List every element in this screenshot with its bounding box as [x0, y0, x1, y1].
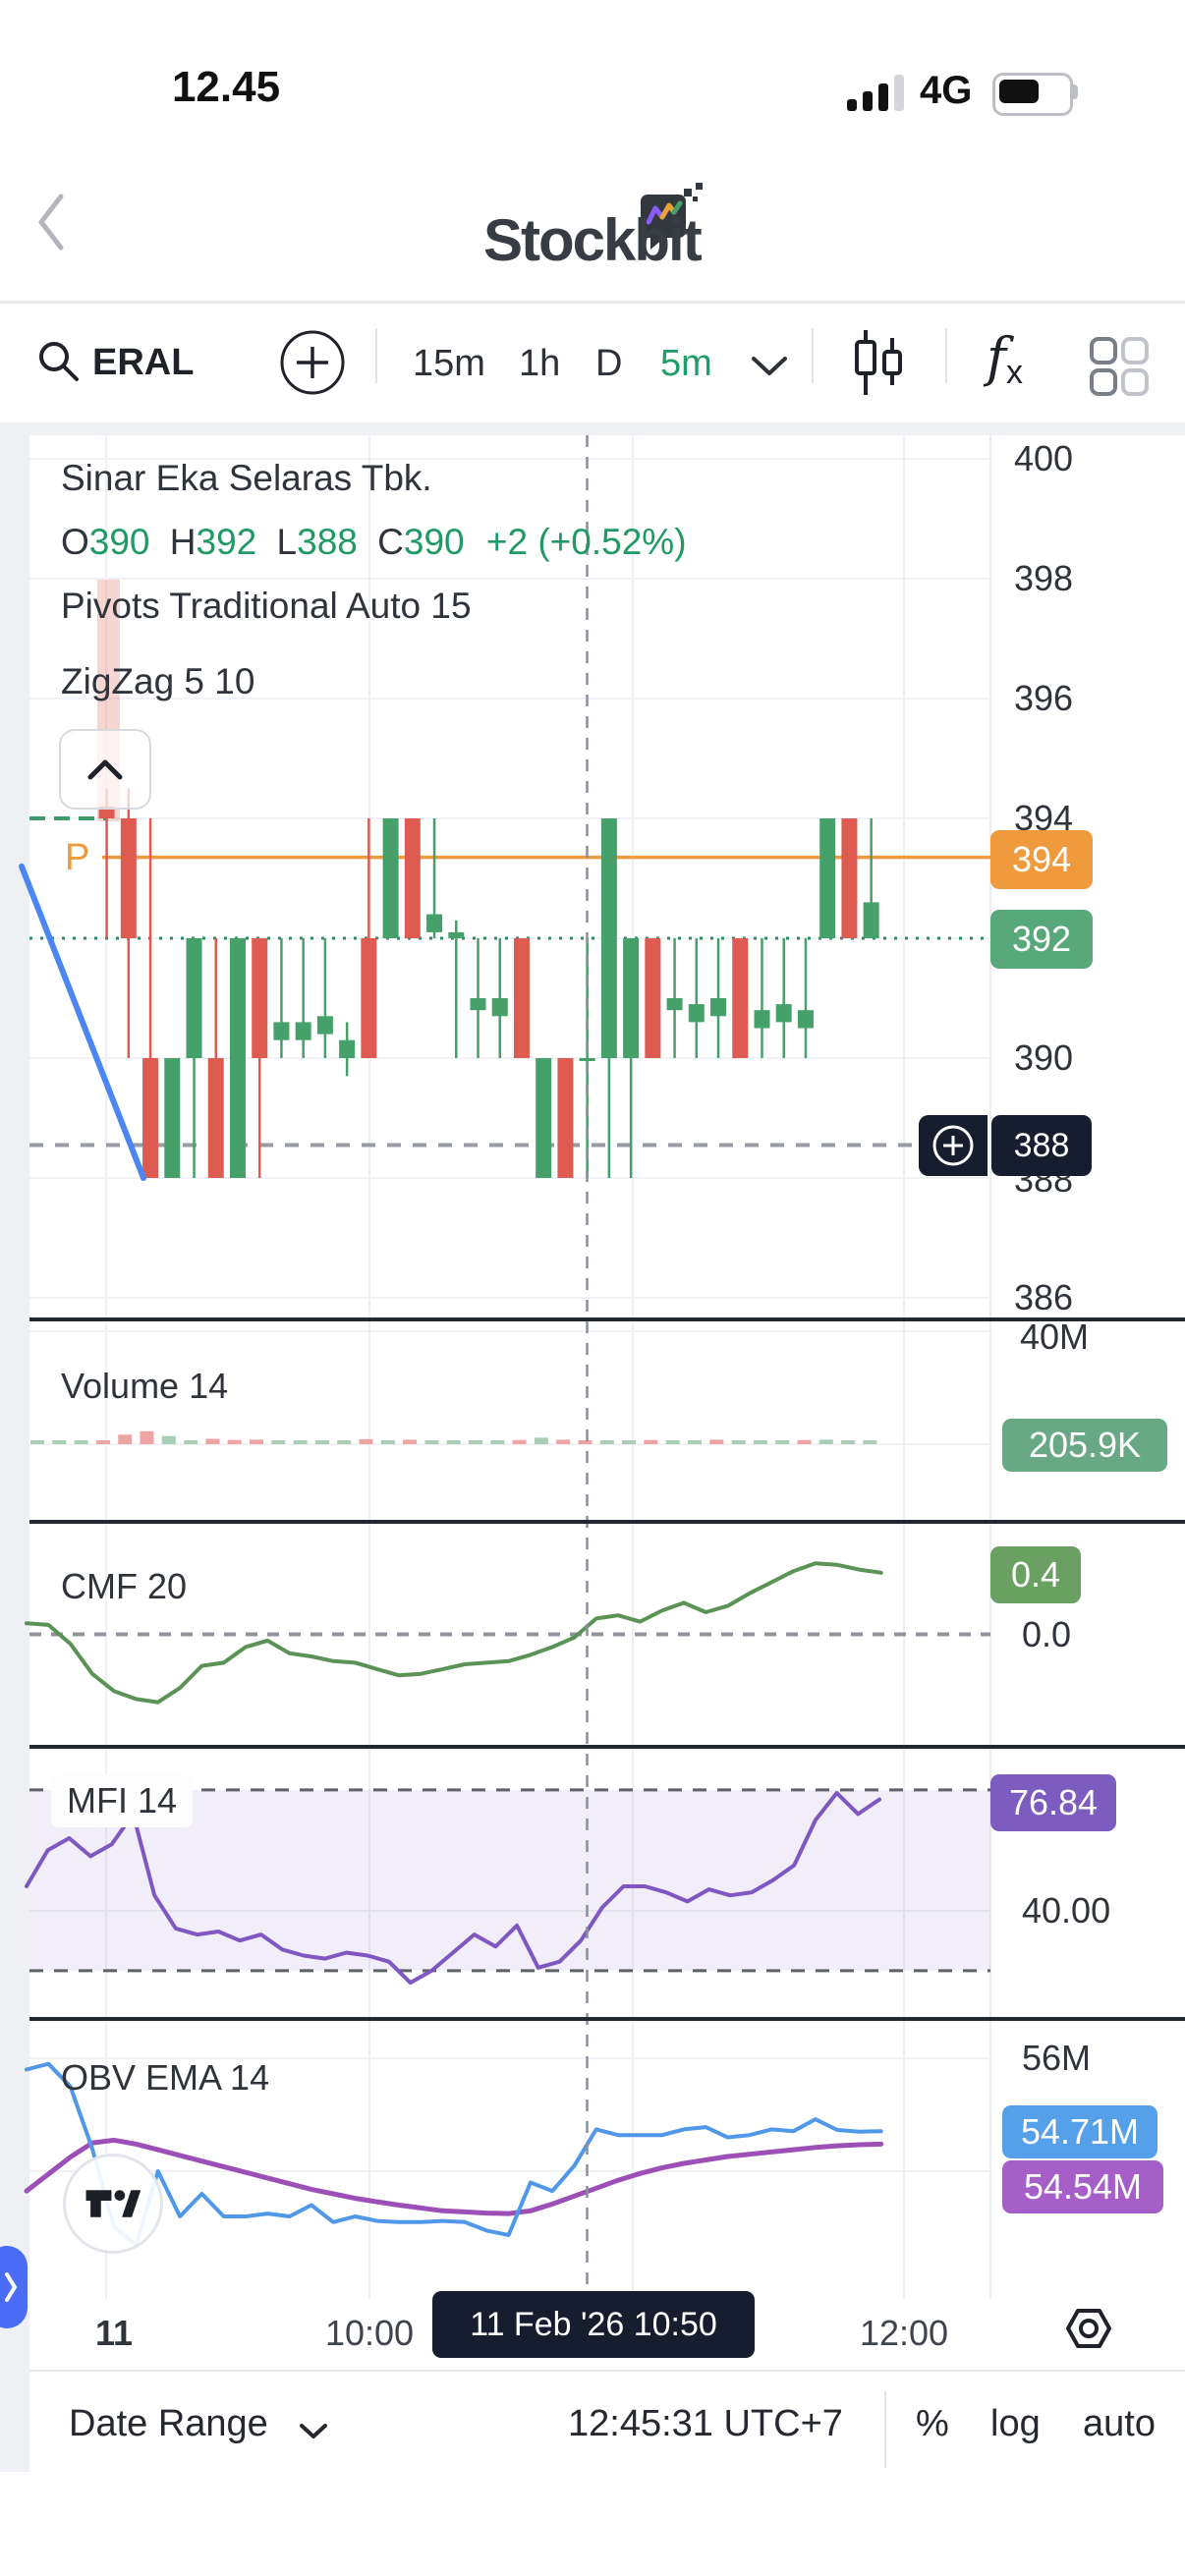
tradingview-logo[interactable]	[63, 2154, 163, 2254]
crosshair-time-badge: 11 Feb '26 10:50	[432, 2291, 755, 2358]
ohlc-o-label: O	[61, 522, 89, 562]
percent-scale-button[interactable]: %	[916, 2403, 949, 2444]
network-label: 4G	[920, 69, 973, 112]
stockbit-logo-icon	[641, 183, 703, 250]
price-tick-400: 400	[1014, 438, 1074, 478]
price-tick-390: 390	[1014, 1037, 1074, 1078]
chevron-right-icon	[5, 2272, 17, 2302]
company-name: Sinar Eka Selaras Tbk.	[61, 458, 432, 498]
legend-collapse-button[interactable]	[59, 729, 151, 810]
obv-panel-title[interactable]: OBV EMA 14	[61, 2057, 270, 2098]
level-price-badge: 392	[990, 910, 1093, 969]
time-tick-1200: 12:00	[859, 2313, 949, 2353]
toolbar-gap	[0, 422, 1185, 435]
indicator-legend-pivots[interactable]: Pivots Traditional Auto 15	[61, 586, 472, 626]
battery-nub	[1071, 84, 1078, 99]
battery-icon	[992, 73, 1073, 116]
back-button[interactable]	[35, 193, 67, 252]
panel-divider-mfi-obv[interactable]	[29, 2017, 1185, 2021]
crosshair-add-alert-button[interactable]	[919, 1115, 988, 1176]
bottom-bar-divider	[884, 2391, 886, 2468]
toolbar-divider-3	[945, 328, 947, 383]
indicators-fx-button[interactable]: fx	[987, 326, 1023, 391]
pivot-price-badge: 394	[990, 830, 1093, 889]
ohlc-h-label: H	[169, 522, 197, 562]
indicator-legend-zigzag[interactable]: ZigZag 5 10	[61, 661, 255, 701]
panel-divider-cmf-mfi[interactable]	[29, 1745, 1185, 1749]
toolbar-divider-1	[375, 328, 377, 383]
compare-add-button[interactable]	[279, 329, 346, 396]
ohlc-c-value: 390	[403, 522, 465, 562]
axis-settings-icon[interactable]	[1061, 2301, 1116, 2356]
chart-style-candles-button[interactable]	[851, 328, 906, 399]
pivot-p-label: P	[65, 837, 90, 878]
auto-scale-button[interactable]: auto	[1083, 2403, 1156, 2444]
app-title: Stockbit	[483, 207, 703, 273]
ohlc-c-label: C	[377, 522, 404, 562]
obv-value-badge: 54.71M	[1002, 2105, 1157, 2158]
ohlc-l-label: L	[276, 522, 298, 562]
panel-divider-price-volume[interactable]	[29, 1317, 1185, 1321]
status-time: 12.45	[171, 63, 281, 111]
date-range-chevron-icon[interactable]	[299, 2423, 328, 2440]
tab-timeframe-d[interactable]: D	[595, 343, 623, 384]
date-range-button[interactable]: Date Range	[69, 2403, 268, 2445]
mfi-40-tick: 40.00	[1022, 1890, 1111, 1931]
ohlc-readout: O390 H392 L388 C390 +2 (+0.52%)	[61, 522, 687, 563]
volume-panel-title[interactable]: Volume 14	[61, 1366, 229, 1406]
left-gutter	[0, 422, 29, 2472]
obv-56m-tick: 56M	[1022, 2038, 1092, 2078]
signal-icon	[847, 75, 904, 111]
cmf-badge: 0.4	[990, 1546, 1081, 1603]
ohlc-o-value: 390	[88, 522, 150, 562]
time-tick-1000: 10:00	[324, 2313, 415, 2353]
symbol-label[interactable]: ERAL	[92, 342, 195, 383]
chevron-up-icon	[87, 759, 123, 780]
ohlc-h-value: 392	[196, 522, 257, 562]
mfi-badge: 76.84	[990, 1774, 1116, 1831]
date-range-label: Date Range	[69, 2403, 268, 2444]
ohlc-l-value: 388	[297, 522, 358, 562]
search-icon[interactable]	[35, 338, 81, 383]
toolbar-divider-2	[812, 328, 814, 383]
obv-ema-value-badge: 54.54M	[1002, 2160, 1163, 2213]
mfi-panel-title[interactable]: MFI 14	[51, 1774, 194, 1827]
volume-tick-40m: 40M	[1020, 1316, 1090, 1357]
header-divider	[0, 301, 1185, 304]
volume-badge: 205.9K	[1002, 1419, 1167, 1472]
timeframe-chevron-down-icon[interactable]	[751, 356, 788, 377]
time-axis-divider	[29, 2370, 1185, 2372]
side-panel-tab[interactable]	[0, 2246, 28, 2328]
ohlc-change: +2 (+0.52%)	[485, 522, 687, 562]
crosshair-price-badge: 388	[991, 1115, 1092, 1176]
price-tick-396: 396	[1014, 678, 1074, 718]
log-scale-button[interactable]: log	[990, 2403, 1041, 2444]
tab-timeframe-5m-active[interactable]: 5m	[660, 343, 712, 384]
panel-divider-volume-cmf[interactable]	[29, 1520, 1185, 1524]
tradingview-glyph-icon	[85, 2190, 141, 2217]
plus-circle-icon	[932, 1125, 974, 1166]
tab-timeframe-15m[interactable]: 15m	[413, 343, 485, 384]
tab-timeframe-1h[interactable]: 1h	[519, 343, 561, 384]
time-tick-day: 11	[94, 2313, 134, 2353]
price-tick-386: 386	[1014, 1277, 1074, 1317]
chart-card	[29, 435, 1185, 2370]
cmf-panel-title[interactable]: CMF 20	[61, 1566, 188, 1606]
price-tick-398: 398	[1014, 558, 1074, 598]
layout-grid-button[interactable]	[1089, 336, 1150, 397]
clock-utc-label[interactable]: 12:45:31 UTC+7	[568, 2403, 843, 2444]
cmf-zero-tick: 0.0	[1022, 1614, 1072, 1654]
